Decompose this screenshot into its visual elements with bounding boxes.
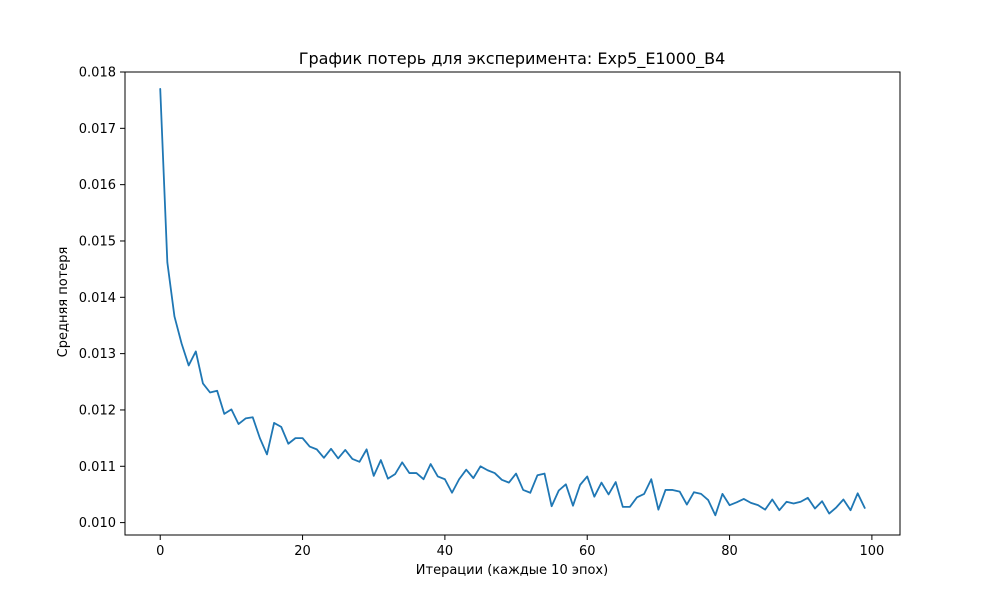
y-tick-label: 0.018 <box>79 66 116 81</box>
x-tick-label: 80 <box>721 544 738 559</box>
x-tick-label: 40 <box>437 544 454 559</box>
y-tick-label: 0.014 <box>79 291 116 306</box>
x-tick-label: 0 <box>156 544 164 559</box>
y-tick-label: 0.011 <box>79 460 116 475</box>
axis-ticks: 0 20 40 60 80 100 0.010 0.011 0.012 0.013 0.014 0.0… <box>79 66 885 560</box>
y-tick-label: 0.013 <box>79 347 116 362</box>
x-tick-label: 20 <box>294 544 311 559</box>
y-tick-label: 0.016 <box>79 178 116 193</box>
x-tick-label: 100 <box>859 544 884 559</box>
loss-series-line <box>159 88 866 517</box>
y-tick-label: 0.017 <box>79 122 116 137</box>
y-tick-label: 0.012 <box>79 403 116 418</box>
y-axis-label: Средняя потеря <box>56 247 71 358</box>
x-axis-label: Итерации (каждые 10 эпох) <box>416 563 608 578</box>
chart-title: График потерь для эксперимента: Exp5_E10… <box>299 49 726 69</box>
plot-frame <box>124 71 901 536</box>
y-tick-label: 0.015 <box>79 234 116 249</box>
series-layer <box>159 88 866 517</box>
y-tick-label: 0.010 <box>79 516 116 531</box>
x-tick-label: 60 <box>579 544 596 559</box>
